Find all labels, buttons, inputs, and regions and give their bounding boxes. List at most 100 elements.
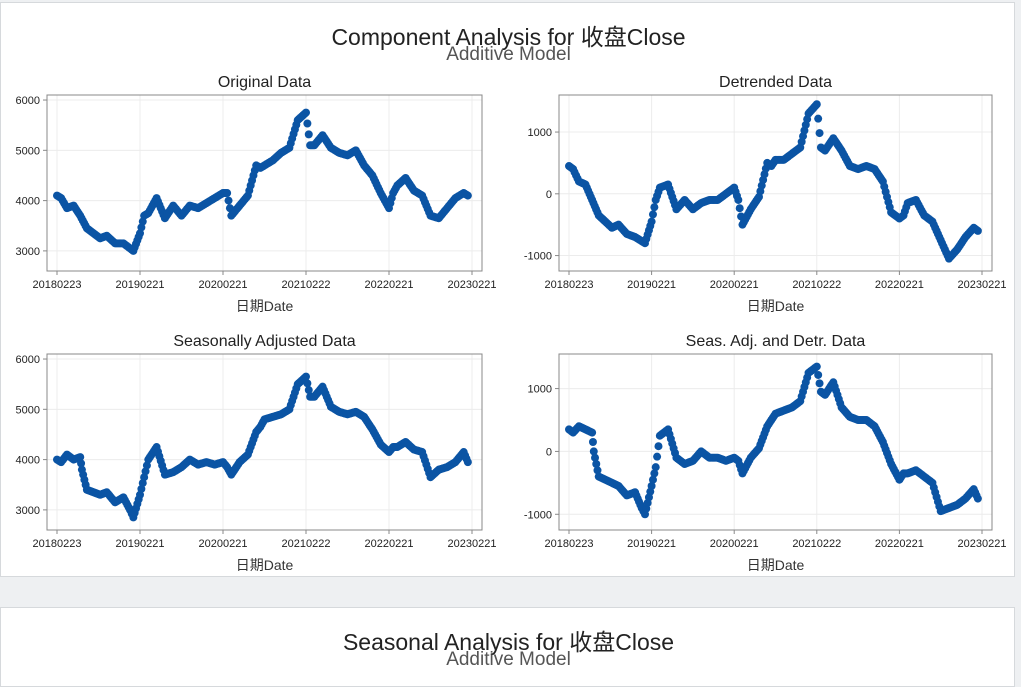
- data-points: [565, 100, 982, 263]
- data-point: [76, 453, 85, 462]
- data-point: [588, 438, 597, 446]
- x-tick-label: 20200221: [710, 279, 759, 291]
- y-tick-label: 6000: [16, 95, 40, 107]
- x-axis-label: 日期Date: [747, 298, 805, 314]
- x-tick-label: 20230221: [958, 279, 1007, 291]
- plot-frame: [46, 94, 483, 272]
- y-tick-label: -1000: [524, 509, 552, 521]
- chart-2: -1000 0 1000 20180223 20190221 20200221 202102…: [524, 74, 1007, 314]
- data-points: [53, 108, 472, 255]
- plot-frame: [558, 94, 993, 272]
- x-tick-label: 20190221: [627, 279, 676, 291]
- x-tick-label: 20220221: [875, 538, 924, 550]
- chart-title: Detrended Data: [719, 74, 832, 91]
- data-point: [463, 191, 472, 200]
- y-tick-label: 4000: [16, 455, 40, 467]
- x-tick-label: 20190221: [627, 538, 676, 550]
- data-point: [302, 108, 310, 117]
- x-axis-label: 日期Date: [747, 557, 805, 573]
- y-tick-label: 5000: [16, 145, 40, 157]
- chart-4: -1000 0 1000 20180223 20190221 20200221 202102…: [524, 333, 1007, 573]
- data-point: [223, 189, 232, 198]
- x-tick-label: 20210222: [792, 538, 841, 550]
- x-tick-label: 20220221: [365, 538, 414, 550]
- data-point: [463, 458, 472, 467]
- chart-title: Original Data: [218, 74, 311, 91]
- y-tick-label: 3000: [16, 505, 40, 517]
- x-tick-label: 20190221: [116, 538, 165, 550]
- data-point: [304, 130, 313, 139]
- data-point: [647, 482, 656, 490]
- x-tick-label: 20180223: [545, 279, 594, 291]
- component-chart-grid: 3000 4000 5000 6000 20180223 20190221 20200221…: [16, 74, 1007, 573]
- x-tick-label: 20190221: [116, 279, 165, 291]
- y-tick-label: 3000: [16, 246, 40, 258]
- x-axis-label: 日期Date: [236, 557, 294, 573]
- x-tick-label: 20210222: [282, 279, 331, 291]
- x-tick-label: 20230221: [958, 538, 1007, 550]
- data-point: [593, 466, 602, 475]
- y-tick-label: 5000: [16, 404, 40, 416]
- plot-frame: [558, 353, 993, 531]
- data-point: [302, 372, 310, 381]
- x-tick-label: 20230221: [448, 279, 497, 291]
- data-point: [814, 114, 823, 123]
- data-point: [303, 119, 312, 128]
- y-tick-label: 0: [546, 446, 552, 458]
- data-point: [648, 475, 657, 484]
- data-point: [812, 100, 821, 109]
- data-point: [592, 460, 601, 468]
- x-tick-label: 20210222: [792, 279, 841, 291]
- plot-frame: [46, 353, 483, 531]
- data-point: [591, 453, 600, 462]
- data-point: [588, 428, 597, 437]
- x-tick-label: 20200221: [199, 538, 248, 550]
- x-tick-label: 20200221: [710, 538, 759, 550]
- seasonal-subtitle: Additive Model: [446, 649, 571, 670]
- data-point: [973, 494, 982, 503]
- data-point: [814, 370, 823, 379]
- x-tick-label: 20220221: [875, 279, 924, 291]
- x-tick-label: 20200221: [199, 279, 248, 291]
- data-point: [224, 196, 233, 205]
- x-axis-label: 日期Date: [236, 298, 294, 314]
- data-point: [303, 379, 312, 388]
- component-subtitle: Additive Model: [446, 44, 571, 65]
- seasonal-analysis-card: Seasonal Analysis for 收盘Close Additive M…: [0, 607, 1015, 687]
- data-points: [53, 372, 472, 522]
- data-points: [565, 362, 982, 519]
- y-tick-label: -1000: [524, 251, 552, 263]
- chart-3: 3000 4000 5000 6000 20180223 20190221 20200221…: [16, 333, 497, 573]
- data-point: [589, 447, 598, 456]
- x-tick-label: 20180223: [33, 279, 82, 291]
- chart-1: 3000 4000 5000 6000 20180223 20190221 20200221…: [16, 74, 497, 314]
- data-point: [651, 463, 660, 472]
- x-tick-label: 20210222: [282, 538, 331, 550]
- component-title: Component Analysis for 收盘Close: [331, 24, 686, 50]
- x-tick-label: 20180223: [33, 538, 82, 550]
- data-point: [304, 386, 313, 395]
- data-point: [815, 379, 824, 388]
- chart-title: Seasonally Adjusted Data: [173, 333, 355, 350]
- y-tick-label: 1000: [528, 384, 552, 396]
- data-point: [653, 452, 662, 461]
- data-point: [648, 210, 657, 219]
- y-tick-label: 0: [546, 189, 552, 201]
- seasonal-title: Seasonal Analysis for 收盘Close: [342, 629, 675, 655]
- data-point: [734, 195, 743, 204]
- data-point: [654, 442, 663, 451]
- data-point: [77, 459, 86, 468]
- x-tick-label: 20220221: [365, 279, 414, 291]
- data-point: [973, 226, 982, 235]
- y-tick-label: 6000: [16, 354, 40, 366]
- data-point: [812, 362, 821, 371]
- x-tick-label: 20180223: [545, 538, 594, 550]
- component-analysis-card: Component Analysis for 收盘Close Additive …: [0, 2, 1015, 577]
- chart-title: Seas. Adj. and Detr. Data: [686, 333, 866, 350]
- data-point: [735, 204, 744, 213]
- y-tick-label: 1000: [528, 127, 552, 139]
- data-point: [650, 203, 659, 212]
- data-point: [647, 217, 656, 226]
- data-point: [650, 469, 659, 478]
- x-tick-label: 20230221: [448, 538, 497, 550]
